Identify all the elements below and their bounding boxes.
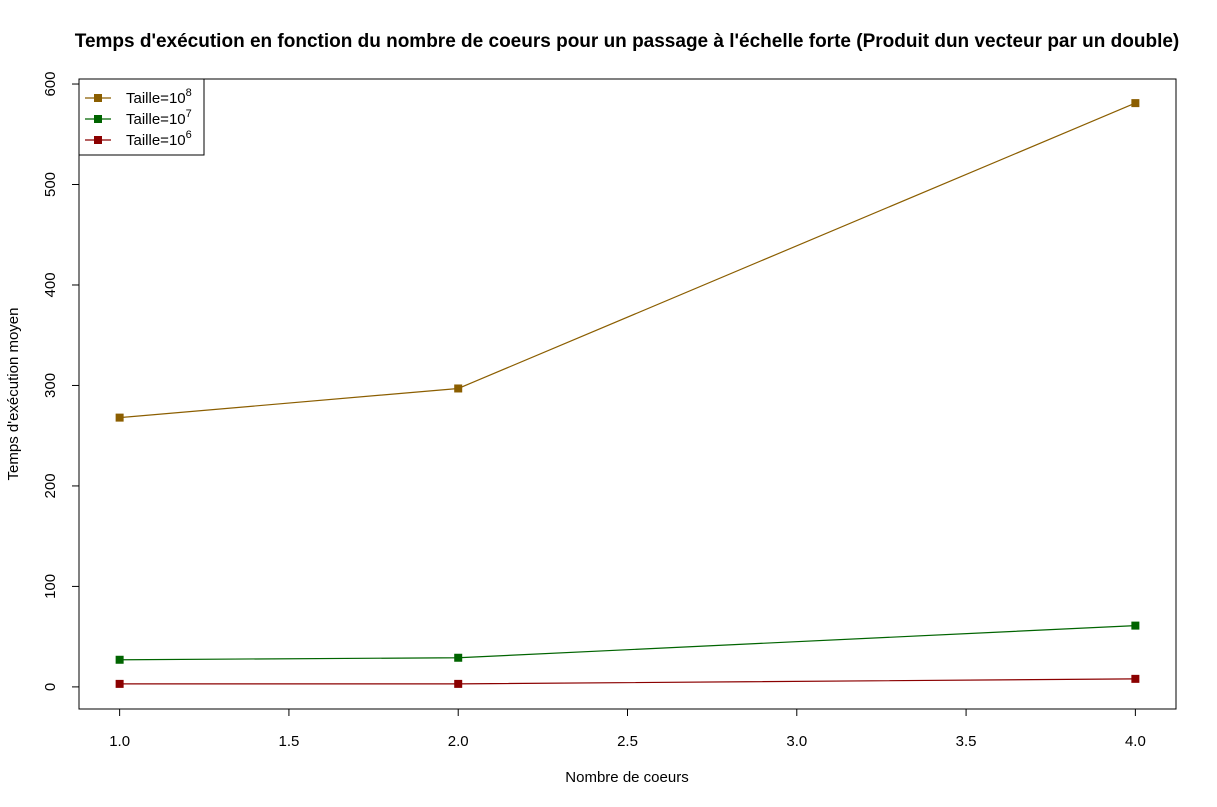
data-point: [115, 413, 124, 422]
x-tick-label: 3.0: [786, 733, 807, 750]
series-line: [119, 678, 1136, 685]
legend-label: Taille=106: [126, 129, 192, 149]
x-axis: 1.0 1.5 2.0 2.5 3.0 3.5 4.0: [109, 708, 1146, 750]
x-tick-label: 3.5: [956, 733, 977, 750]
data-point: [454, 653, 463, 662]
x-tick-label: 1.5: [278, 733, 299, 750]
y-tick-label: 400: [42, 272, 59, 297]
y-tick-label: 100: [42, 574, 59, 599]
data-point: [115, 679, 124, 688]
x-tick-label: 2.5: [617, 733, 638, 750]
x-tick-label: 4.0: [1125, 733, 1146, 750]
x-tick-label: 1.0: [109, 733, 130, 750]
legend-marker: [94, 94, 102, 102]
y-tick-label: 300: [42, 373, 59, 398]
data-point: [454, 679, 463, 688]
data-point: [1131, 621, 1140, 630]
data-point: [115, 655, 124, 664]
x-axis-label: Nombre de coeurs: [565, 769, 688, 786]
y-tick-label: 600: [42, 72, 59, 97]
legend-marker: [94, 115, 102, 123]
legend-marker: [94, 136, 102, 144]
x-tick-label: 2.0: [448, 733, 469, 750]
plot-frame: [78, 78, 1177, 710]
data-point: [1131, 674, 1140, 683]
y-tick-label: 200: [42, 473, 59, 498]
y-axis-label: Temps d'exécution moyen: [5, 308, 22, 481]
series-line: [119, 102, 1136, 419]
y-tick-label: 500: [42, 172, 59, 197]
data-point: [1131, 99, 1140, 108]
legend-label: Taille=107: [126, 108, 192, 128]
y-axis: 0 100 200 300 400 500 600: [42, 72, 80, 691]
legend-label: Taille=108: [126, 87, 192, 107]
series-line: [119, 625, 1136, 661]
chart-title: Temps d'exécution en fonction du nombre …: [75, 31, 1180, 52]
data-point: [454, 384, 463, 393]
y-tick-label: 0: [42, 683, 59, 691]
series-layer: [115, 99, 1140, 688]
